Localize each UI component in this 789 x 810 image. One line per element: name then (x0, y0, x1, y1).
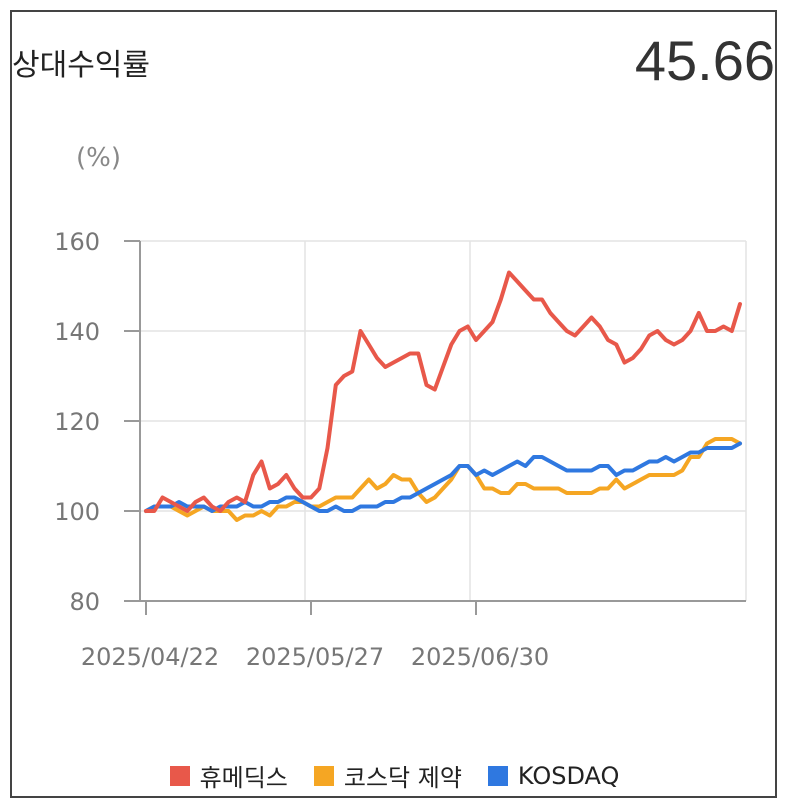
tick-label-y-140: 140 (54, 318, 100, 346)
legend-item-kosdak-pharma[interactable]: 코스닥 제약 (313, 758, 462, 793)
chart-title: 상대수익률 (12, 48, 150, 83)
series-line-2 (144, 441, 742, 513)
legend-swatch-kosdak-pharma (313, 765, 334, 786)
legend-label-kosdak-pharma: 코스닥 제약 (343, 764, 462, 792)
tick-label-x-0: 2025/04/22 (81, 643, 219, 671)
tick-label-y-100: 100 (54, 498, 100, 526)
tick-label-y-160: 160 (54, 228, 100, 256)
legend-item-kosdaq[interactable]: KOSDAQ (487, 761, 620, 790)
tick-label-x-1: 2025/05/27 (246, 643, 384, 671)
chart-frame (10, 10, 777, 798)
tick-label-y-80: 80 (69, 588, 100, 616)
legend-swatch-humedix (169, 765, 190, 786)
tick-label-x-2: 2025/06/30 (411, 643, 549, 671)
return-value: 45.66 (634, 29, 775, 92)
series-line-1 (144, 437, 742, 522)
legend-item-humedix[interactable]: 휴메딕스 (169, 758, 288, 793)
legend-label-kosdaq: KOSDAQ (517, 761, 620, 790)
series-line-0 (144, 270, 742, 513)
legend-label-humedix: 휴메딕스 (199, 764, 288, 792)
tick-label-y-120: 120 (54, 408, 100, 436)
legend-swatch-kosdaq (487, 765, 508, 786)
legend: 휴메딕스 코스닥 제약 KOSDAQ (0, 758, 789, 793)
y-axis-unit: (%) (76, 143, 121, 173)
